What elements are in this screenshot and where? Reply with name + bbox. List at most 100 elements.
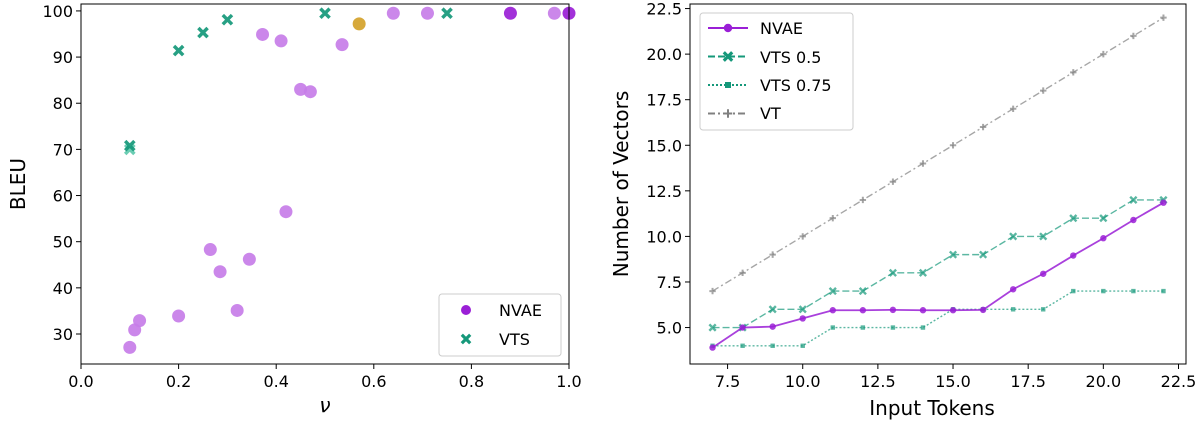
vts-0-5-point — [1039, 232, 1048, 241]
bleu-scatter-marks — [123, 6, 576, 354]
legend-label-vts-0-5: VTS 0.5 — [760, 48, 821, 67]
vts-0-75-point — [800, 343, 805, 348]
x-tick-label: 0.6 — [361, 372, 386, 391]
vectors-line-marks — [708, 14, 1168, 351]
vt-point-shape — [1130, 32, 1137, 40]
nvae-point-shape — [386, 6, 400, 20]
legend-marker-nvae — [461, 305, 471, 315]
vts-point-shape — [221, 13, 234, 26]
nvae-point-shape — [739, 324, 746, 331]
nvae-point-shape — [303, 85, 317, 99]
x-tick-label: 17.5 — [1010, 372, 1046, 391]
vts-0-5-point-shape — [1009, 232, 1018, 241]
nvae-point-shape — [769, 323, 776, 330]
legend-nvae-marker-shape — [723, 23, 733, 33]
legend-nvae-marker — [461, 305, 471, 315]
x-tick-label: 1.0 — [556, 372, 581, 391]
vectors-x-axis-label: Input Tokens — [869, 396, 994, 420]
nvae-point-shape — [294, 82, 308, 96]
x-tick-label: 0.2 — [166, 372, 191, 391]
x-tick-label: 0.4 — [263, 372, 288, 391]
legend-label-nvae: NVAE — [499, 301, 542, 320]
vt-point — [1040, 87, 1047, 94]
vt-point — [709, 287, 716, 295]
y-tick-label: 100 — [42, 2, 73, 21]
nvae-line — [712, 201, 1164, 349]
nvae-point-shape — [547, 6, 561, 20]
nvae-point — [979, 306, 987, 314]
vts-point — [221, 13, 234, 26]
vts-0-5-point — [979, 250, 988, 259]
vt-point — [1009, 105, 1017, 113]
nvae-point — [133, 314, 147, 328]
legend-vts-0-5-marker-shape — [722, 51, 734, 62]
nvae-point — [547, 6, 561, 20]
vts-0-5-point-shape — [1099, 214, 1108, 223]
nvae-point-shape — [919, 307, 927, 314]
vts-point-shape — [172, 44, 185, 57]
legend-label-vts-0-75: VTS 0.75 — [760, 76, 832, 95]
nvae-point — [213, 265, 227, 279]
nvae-point — [172, 309, 186, 323]
nvae-point-shape — [133, 314, 147, 328]
nvae-point — [256, 27, 270, 41]
legend-label-vt: VT — [760, 104, 781, 123]
legend-vts-0-75-marker-shape — [725, 82, 731, 88]
y-tick-label: 90 — [53, 48, 73, 67]
vts-0-75-point-shape — [860, 325, 866, 330]
vt-point — [1070, 69, 1077, 76]
nvae-point — [279, 205, 293, 219]
nvae-point-shape — [123, 340, 137, 354]
bleu-y-ticks: 30 40 50 60 70 80 90 100 — [42, 2, 81, 344]
vts-0-75-point — [890, 325, 896, 330]
nvae-point-shape — [172, 309, 186, 323]
vts-0-5-point-shape — [888, 268, 897, 277]
legend-vts-marker-shape — [460, 333, 472, 345]
vt-point-shape — [889, 178, 897, 185]
vts-point — [319, 7, 331, 20]
vts-0-5-point-shape — [858, 287, 867, 296]
x-tick-label: 12.5 — [860, 372, 896, 391]
nvae-point-shape — [335, 38, 349, 52]
legend-marker-vts — [460, 333, 472, 345]
x-tick-label: 15.0 — [935, 372, 971, 391]
nvae-point-shape — [979, 306, 987, 314]
vt-point — [949, 142, 957, 149]
vectors-legend: NVAE VTS 0.5 VTS 0.75 VT — [699, 12, 854, 131]
vts-point — [123, 143, 136, 156]
vt-point-shape — [799, 233, 806, 240]
vts-point-shape — [123, 143, 136, 156]
y-tick-label: 50 — [53, 233, 73, 252]
vt-point — [1160, 14, 1167, 21]
nvae-point — [829, 307, 836, 314]
vts-0-5-point — [768, 305, 777, 314]
x-tick-label: 10.0 — [785, 372, 821, 391]
nvae-point — [799, 315, 806, 322]
nvae-point — [949, 307, 957, 314]
nvae-point — [1040, 270, 1047, 277]
vectors-line-panel: 7.5 10.0 12.5 15.0 17.5 20.0 22.5 5.0 7.5 10.0 12… — [609, 0, 1196, 420]
vt-point — [889, 178, 897, 185]
nvae-point — [769, 323, 776, 330]
nvae-point — [1130, 216, 1137, 224]
vts-0-75-point — [1161, 288, 1166, 294]
vts-0-75-point — [860, 325, 866, 330]
vt-point-shape — [1160, 14, 1167, 21]
vt-point-shape — [979, 123, 987, 131]
legend-marker-vts-0-5 — [708, 51, 748, 62]
bleu-y-axis-label: BLEU — [6, 158, 30, 210]
vt-line — [712, 17, 1164, 292]
vts-0-5-point — [798, 305, 807, 314]
y-tick-label: 12.5 — [646, 182, 682, 201]
vts-0-75-point — [920, 325, 926, 330]
bleu-plot-frame — [80, 3, 570, 365]
nvae-point-shape — [889, 306, 897, 314]
vectors-legend-box — [699, 12, 854, 131]
vectors-y-ticks: 5.0 7.5 10.0 12.5 15.0 17.5 20.0 22.5 — [646, 0, 690, 338]
nvae-point — [123, 340, 137, 354]
vts-0-75-point — [1071, 288, 1076, 294]
vts-0-5-point — [948, 250, 958, 259]
vt-point — [859, 196, 867, 204]
y-tick-label: 20.0 — [646, 45, 682, 64]
